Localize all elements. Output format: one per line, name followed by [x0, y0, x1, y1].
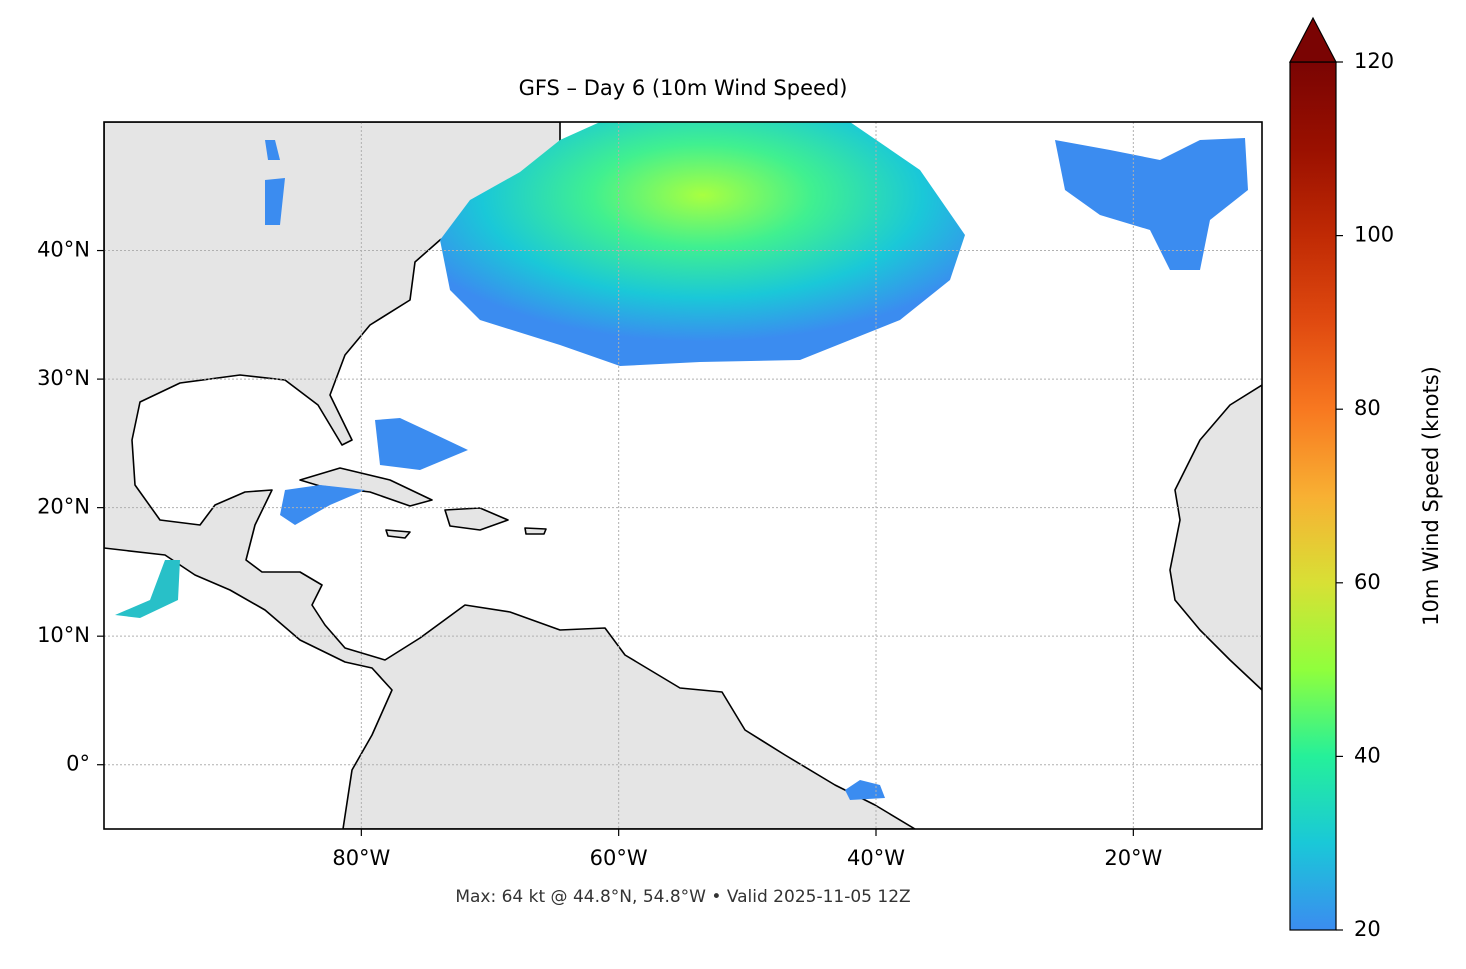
x-tick-label: 60°W	[590, 846, 648, 870]
colorbar-tick-label: 100	[1354, 223, 1394, 247]
y-tick-label: 30°N	[37, 366, 90, 390]
wind-field	[280, 485, 365, 525]
y-tick-label: 20°N	[37, 495, 90, 519]
map-area	[104, 122, 1262, 829]
colorbar	[1289, 61, 1337, 931]
x-tick-label: 20°W	[1104, 846, 1162, 870]
wind-field	[1055, 138, 1248, 270]
colorbar-tick-label: 40	[1354, 743, 1381, 767]
hispaniola	[444, 507, 509, 531]
wind-field	[115, 560, 180, 618]
wind-field	[265, 140, 285, 225]
colorbar-tick-label: 80	[1354, 396, 1381, 420]
map-frame	[103, 121, 1263, 830]
jamaica	[385, 529, 411, 539]
y-tick-label: 0°	[66, 752, 90, 776]
wind-field	[440, 122, 965, 366]
chart-title: GFS – Day 6 (10m Wind Speed)	[519, 76, 848, 100]
x-tick-label: 80°W	[332, 846, 390, 870]
colorbar-extend	[1289, 16, 1337, 63]
colorbar-tick-label: 120	[1354, 49, 1394, 73]
wind-field	[375, 418, 468, 470]
wind-field	[845, 780, 885, 800]
colorbar-label: 10m Wind Speed (knots)	[1419, 366, 1443, 626]
africa	[1169, 384, 1262, 691]
colorbar-tick-label: 20	[1354, 917, 1381, 941]
y-tick-label: 40°N	[37, 238, 90, 262]
x-tick-label: 40°W	[847, 846, 905, 870]
americas	[104, 122, 916, 829]
puerto-rico	[524, 527, 547, 535]
colorbar-tick-label: 60	[1354, 570, 1381, 594]
footer: Max: 64 kt @ 44.8°N, 54.8°W • Valid 2025…	[455, 887, 910, 907]
y-tick-label: 10°N	[37, 623, 90, 647]
